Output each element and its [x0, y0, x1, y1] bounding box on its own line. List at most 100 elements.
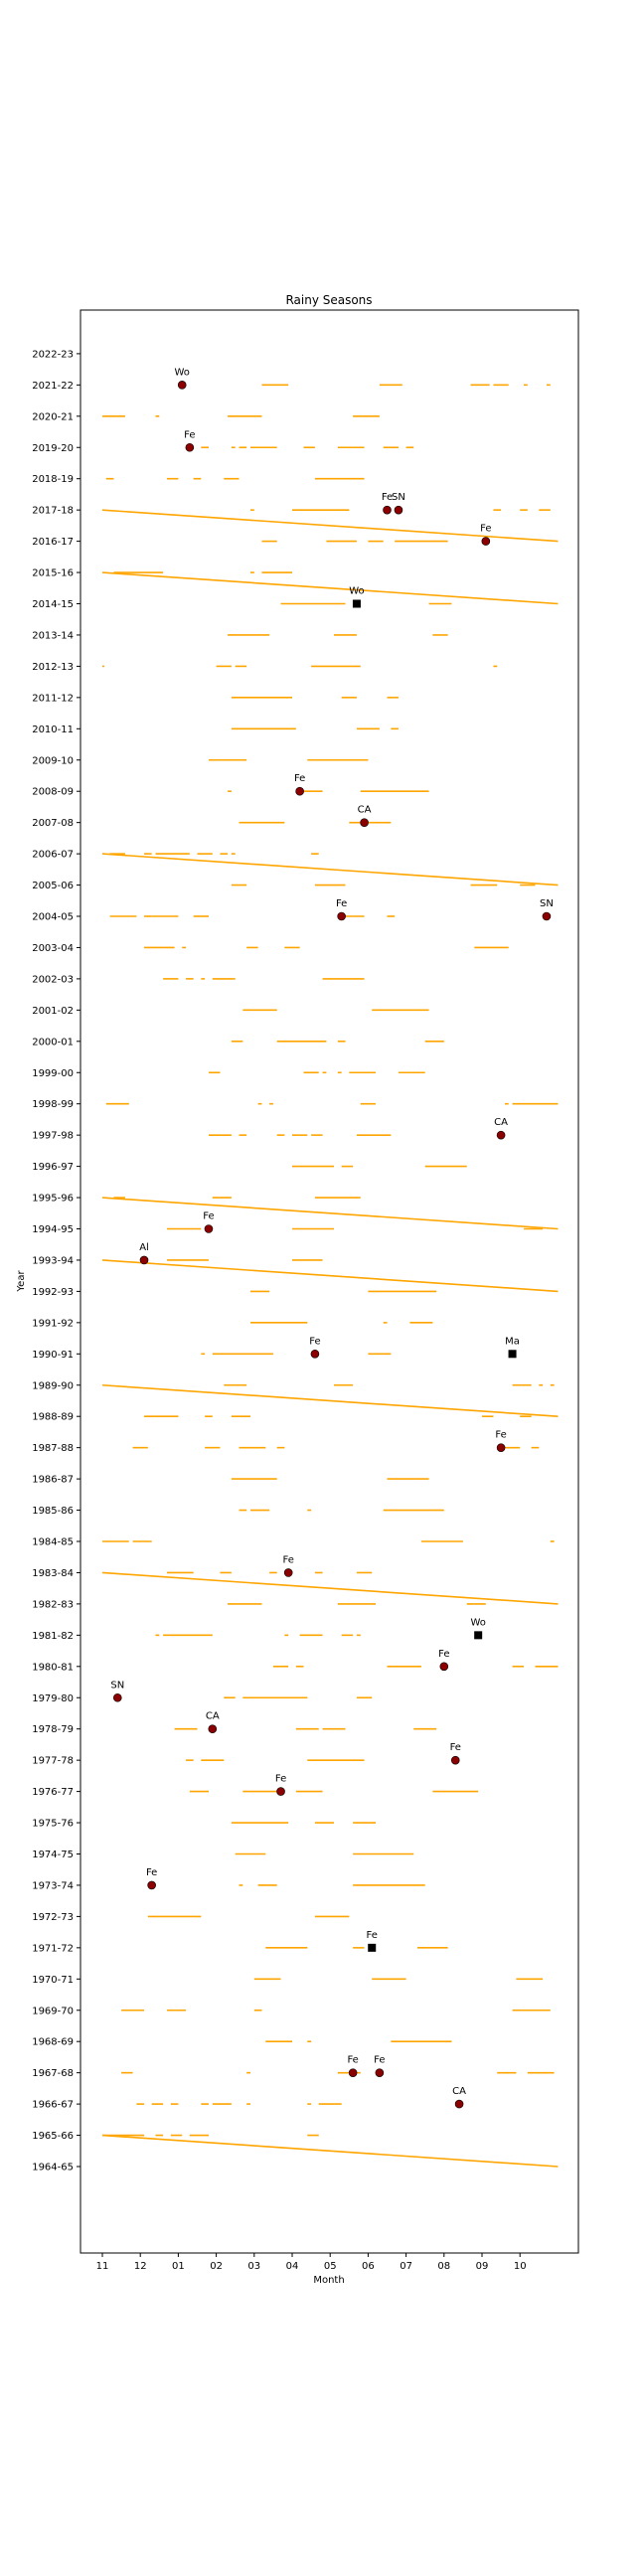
y-tick-label: 1966-67: [32, 2100, 74, 2111]
event-marker: [450, 1755, 460, 1765]
y-tick-label: 1976-77: [32, 1787, 74, 1798]
event-marker-square: [352, 599, 361, 608]
x-tick-label: 07: [400, 2261, 412, 2272]
event-marker: [185, 442, 195, 452]
event-label: Fe: [309, 1336, 320, 1347]
y-tick-label: 1997-98: [32, 1131, 74, 1142]
y-tick-label: 1983-84: [32, 1568, 74, 1579]
event-marker: [496, 1130, 506, 1140]
trend-line: [101, 1571, 559, 1605]
event-marker: [177, 381, 187, 390]
trend-line: [101, 571, 559, 605]
x-axis-ticks: 11 12 01 02 03 04 05 06 07 08 09 10: [96, 2253, 527, 2272]
x-tick-label: 06: [362, 2261, 375, 2272]
event-label: SN: [540, 898, 554, 909]
y-tick-label: 2015-16: [32, 568, 74, 579]
event-marker-square: [508, 1350, 517, 1359]
x-tick-label: 09: [476, 2261, 489, 2272]
trend-line: [101, 509, 559, 543]
y-tick-label: 1971-72: [32, 1943, 74, 1954]
trend-line: [101, 1383, 559, 1417]
event-label: CA: [494, 1117, 508, 1128]
y-tick-label: 2000-01: [32, 1037, 74, 1047]
y-tick-label: 1985-86: [32, 1506, 74, 1517]
event-label: Ma: [505, 1336, 520, 1347]
event-marker: [295, 786, 304, 796]
event-marker: [208, 1724, 218, 1733]
y-tick-label: 1999-00: [32, 1068, 74, 1079]
x-axis-label: Month: [313, 2275, 344, 2286]
y-tick-label: 1990-91: [32, 1350, 74, 1361]
event-label: CA: [452, 2086, 466, 2097]
y-tick-label: 1984-85: [32, 1537, 74, 1548]
y-tick-label: 2022-23: [32, 349, 74, 360]
event-label: Fe: [438, 1649, 449, 1660]
event-marker: [348, 2068, 358, 2077]
y-tick-label: 2021-22: [32, 381, 74, 392]
event-label: Fe: [294, 773, 305, 784]
trend-line: [101, 2134, 559, 2168]
event-label: Fe: [184, 429, 195, 440]
x-tick-label: 01: [172, 2261, 185, 2272]
event-marker: [360, 818, 369, 827]
y-tick-label: 1995-96: [32, 1194, 74, 1205]
y-tick-label: 1978-79: [32, 1724, 74, 1735]
y-tick-label: 1989-90: [32, 1380, 74, 1391]
y-tick-label: 1998-99: [32, 1099, 74, 1110]
y-tick-label: 1996-97: [32, 1162, 74, 1173]
event-marker: [383, 505, 392, 515]
y-axis-label: Year: [16, 1270, 27, 1293]
event-marker-square: [368, 1943, 377, 1952]
y-tick-label: 2001-02: [32, 1006, 74, 1017]
event-label: Fe: [495, 1430, 506, 1441]
y-tick-label: 1977-78: [32, 1756, 74, 1767]
event-label: Fe: [283, 1554, 294, 1565]
y-tick-label: 2003-04: [32, 943, 74, 954]
y-tick-label: 1967-68: [32, 2068, 74, 2079]
y-tick-label: 1994-95: [32, 1224, 74, 1235]
x-tick-label: 12: [134, 2261, 147, 2272]
plot-frame: [80, 309, 579, 2254]
event-label: Fe: [347, 2055, 358, 2066]
trend-line: [101, 1259, 559, 1293]
event-label: Al: [139, 1242, 149, 1253]
x-tick-label: 10: [514, 2261, 527, 2272]
y-tick-label: 2017-18: [32, 506, 74, 517]
event-label: Fe: [146, 1867, 157, 1878]
event-label: Fe: [367, 1930, 378, 1941]
event-label: CA: [358, 805, 372, 816]
y-tick-label: 1969-70: [32, 2006, 74, 2016]
event-marker: [283, 1568, 293, 1577]
y-tick-label: 1980-81: [32, 1662, 74, 1673]
event-marker: [439, 1662, 449, 1672]
y-tick-label: 2019-20: [32, 443, 74, 454]
y-tick-label: 2005-06: [32, 881, 74, 891]
trend-lines-layer: [101, 509, 559, 2168]
y-tick-label: 2006-07: [32, 850, 74, 861]
y-tick-label: 2018-19: [32, 474, 74, 485]
y-tick-label: 1968-69: [32, 2037, 74, 2048]
x-tick-label: 05: [324, 2261, 337, 2272]
event-label: Fe: [450, 1742, 461, 1753]
event-label: SN: [110, 1680, 124, 1690]
event-marker: [147, 1880, 156, 1890]
event-label: Fe: [382, 492, 393, 503]
event-label: Fe: [203, 1211, 214, 1222]
event-marker: [454, 2099, 464, 2109]
x-tick-label: 03: [247, 2261, 260, 2272]
y-tick-label: 1964-65: [32, 2163, 74, 2174]
y-tick-label: 1965-66: [32, 2131, 74, 2142]
event-label: SN: [392, 492, 405, 503]
y-tick-label: 1973-74: [32, 1880, 74, 1891]
event-marker: [496, 1443, 506, 1452]
event-label: Fe: [275, 1774, 286, 1785]
event-label: Fe: [336, 898, 347, 909]
event-label: CA: [206, 1711, 220, 1722]
event-label: Wo: [470, 1617, 485, 1628]
y-tick-label: 1982-83: [32, 1599, 74, 1610]
y-tick-label: 2011-12: [32, 693, 74, 704]
y-tick-label: 2009-10: [32, 755, 74, 766]
y-tick-label: 2014-15: [32, 599, 74, 610]
